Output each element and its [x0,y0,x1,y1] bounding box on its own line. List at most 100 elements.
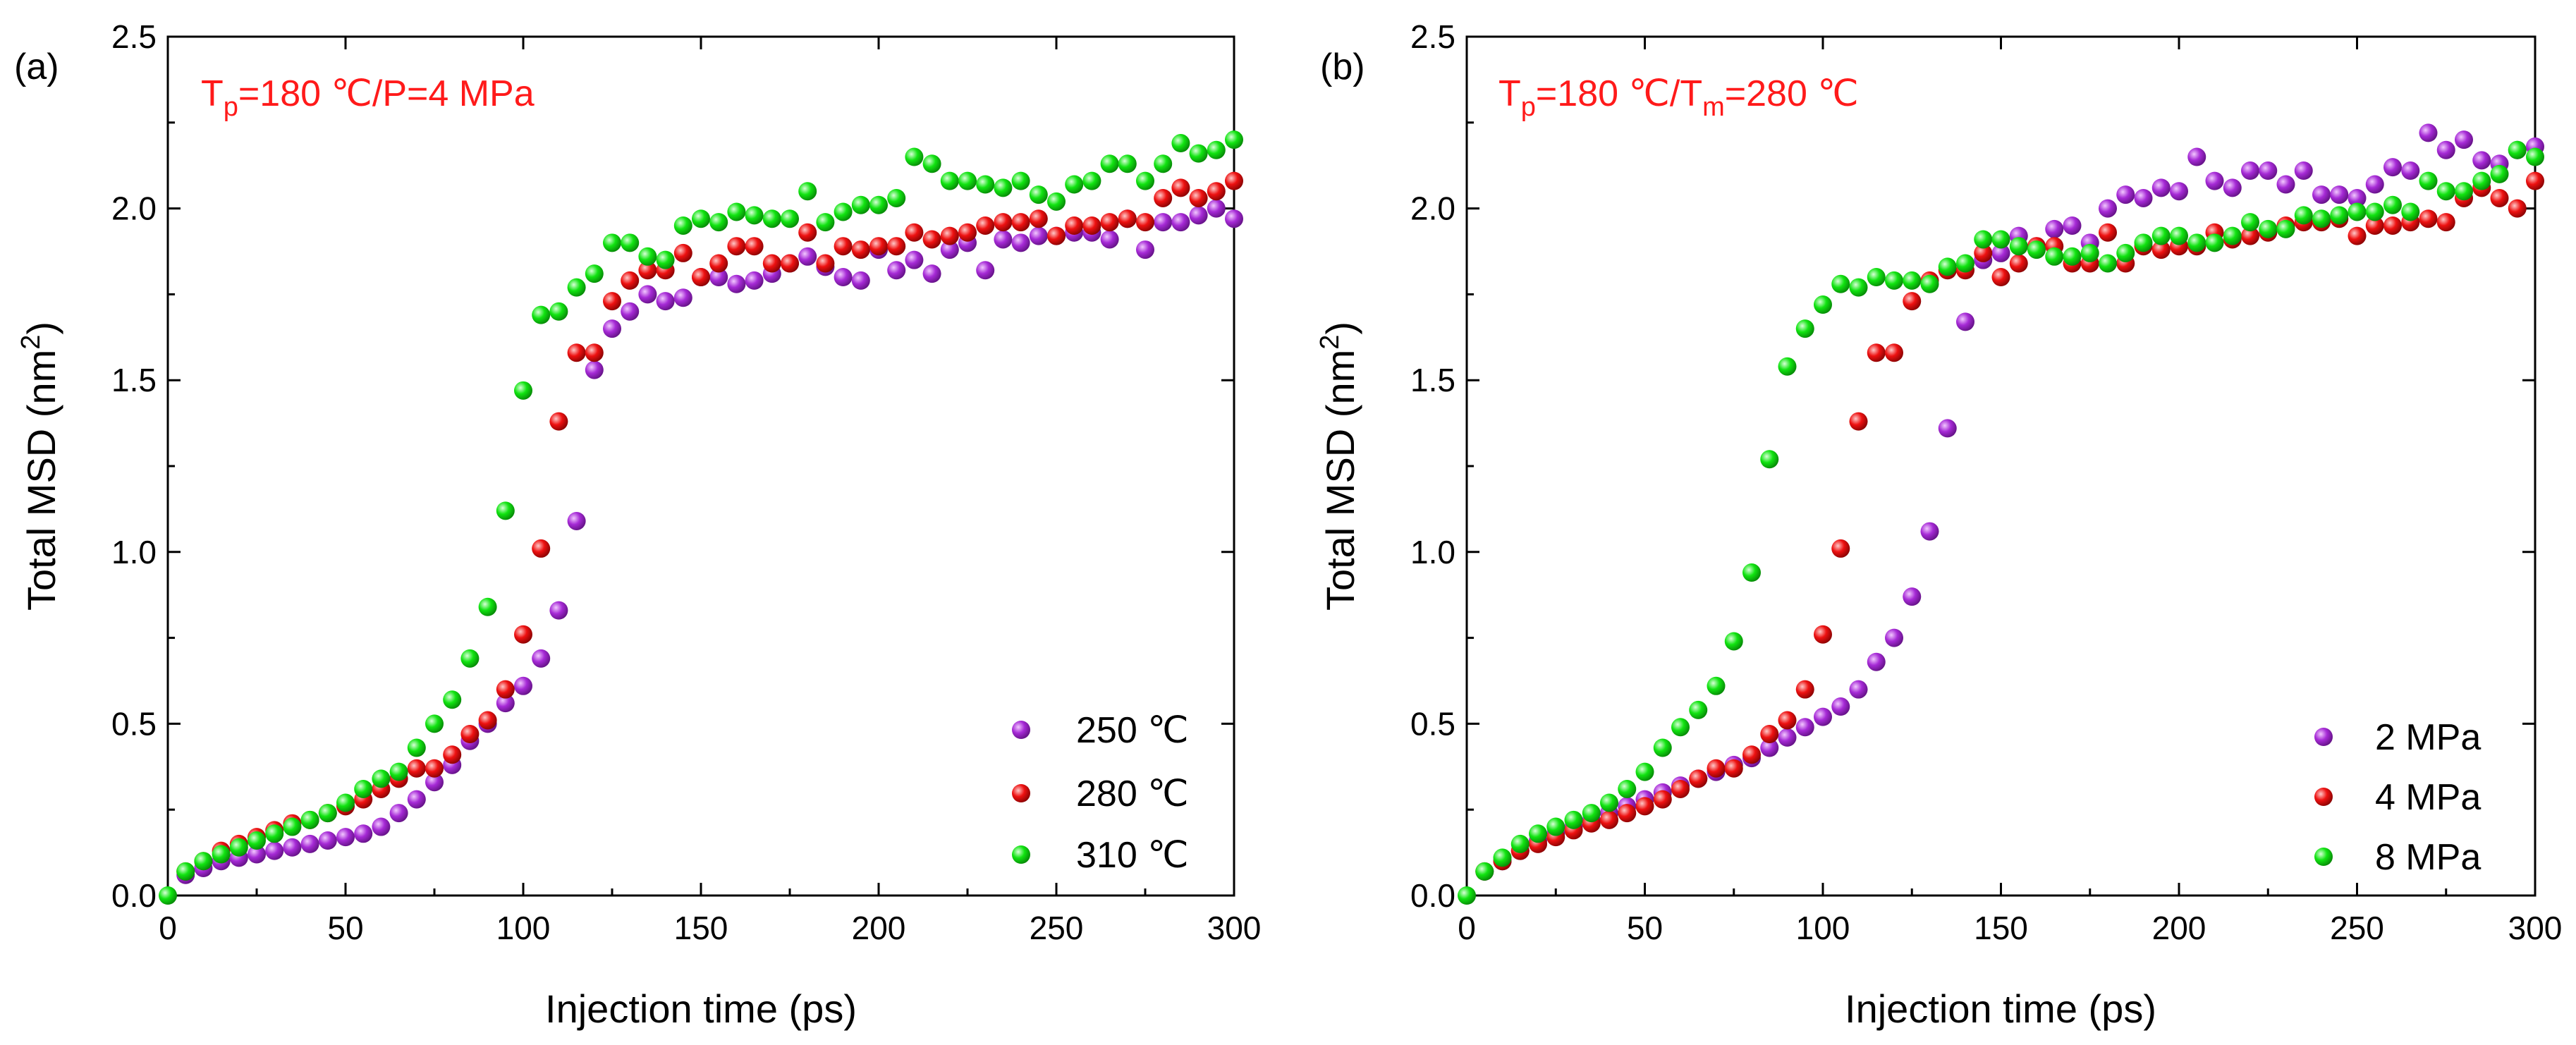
data-point-310-c [922,154,941,173]
data-point-8-mpa [2151,226,2171,245]
data-point-8-mpa [1546,817,1565,836]
data-point-310-c [940,171,959,190]
panel-label: (a) [14,47,59,87]
data-point-310-c [958,171,977,190]
data-point-2-mpa [2276,175,2295,194]
data-point-4-mpa [1689,769,1708,788]
data-point-250-c [673,288,692,307]
x-tick-label: 150 [1974,910,2028,946]
data-point-310-c [798,182,817,201]
data-point-4-mpa [1653,790,1672,809]
data-point-2-mpa [1831,697,1850,716]
data-point-280-c [834,237,853,256]
data-point-2-mpa [2365,175,2384,194]
data-point-250-c [994,230,1013,249]
data-point-2-mpa [2383,158,2402,177]
data-point-280-c [1189,188,1208,207]
data-point-2-mpa [2472,151,2491,170]
data-point-8-mpa [1760,450,1779,469]
data-point-310-c [478,597,497,616]
data-point-250-c [656,292,675,311]
data-point-4-mpa [1671,779,1690,798]
data-point-310-c [816,213,835,232]
data-point-250-c [1011,233,1030,252]
data-point-310-c [994,178,1013,197]
data-point-280-c [745,237,764,256]
data-point-310-c [1118,154,1137,173]
data-point-2-mpa [2116,185,2135,204]
data-point-8-mpa [1938,257,1957,276]
data-point-250-c [336,828,355,847]
data-point-250-c [318,831,337,850]
data-point-2-mpa [2419,123,2438,142]
data-point-250-c [300,834,319,853]
data-point-280-c [1011,213,1030,232]
legend-label-2mpa: 2 MPa [2375,717,2481,758]
data-point-8-mpa [1831,274,1850,293]
data-point-310-c [229,838,248,857]
data-point-2-mpa [2187,147,2206,166]
data-point-310-c [372,769,391,788]
data-point-2-mpa [1795,718,1814,737]
data-point-310-c [194,852,213,871]
data-point-280-c [407,759,426,778]
data-point-250-c [354,824,373,843]
data-point-310-c [496,501,515,520]
data-point-280-c [1065,216,1084,235]
data-point-4-mpa [1795,680,1814,699]
data-point-4-mpa [1760,725,1779,744]
data-point-2-mpa [2045,219,2064,238]
data-point-310-c [834,202,853,221]
data-point-310-c [585,264,604,283]
data-point-250-c [1100,230,1119,249]
legend-label-8mpa: 8 MPa [2375,837,2481,878]
data-point-4-mpa [1724,759,1743,778]
y-axis-title: Total MSD (nm2) [1315,322,1362,611]
x-tick-label: 300 [1207,910,1262,946]
data-point-250-c [248,845,266,864]
data-point-2-mpa [1778,728,1797,747]
data-point-8-mpa [2223,226,2242,245]
data-point-310-c [762,209,781,228]
data-point-8-mpa [2080,243,2099,262]
data-point-280-c [940,226,959,245]
data-point-310-c [318,804,337,823]
data-point-310-c [265,824,284,843]
x-tick-label: 200 [2152,910,2206,946]
data-point-250-c [834,268,853,287]
data-point-8-mpa [1991,230,2010,249]
data-point-310-c [851,195,870,214]
data-point-4-mpa [1778,711,1797,730]
data-point-280-c [549,412,568,431]
data-point-8-mpa [2009,237,2028,256]
data-point-4-mpa [1885,343,1903,362]
data-point-4-mpa [2383,216,2402,235]
data-point-8-mpa [1920,274,1939,293]
data-point-280-c [638,261,657,280]
data-point-280-c [425,759,444,778]
data-point-310-c [514,381,532,400]
data-point-8-mpa [1510,834,1530,853]
data-point-280-c [1171,178,1190,197]
data-point-8-mpa [1671,718,1690,737]
y-tick-label: 2.5 [111,18,157,55]
y-tick-label: 2.0 [111,190,157,227]
data-point-280-c [496,680,515,699]
data-point-2-mpa [2455,130,2473,149]
data-point-4-mpa [1974,243,1993,262]
data-point-310-c [1189,144,1208,163]
data-point-4-mpa [2241,226,2259,245]
data-point-250-c [514,676,532,695]
data-point-8-mpa [2241,213,2259,232]
x-tick-label: 0 [1458,910,1476,946]
data-point-250-c [567,511,586,530]
data-point-280-c [532,539,551,558]
annotation-text: Tp=180 ℃/Tm=280 ℃ [1498,73,1859,122]
data-point-280-c [762,254,781,273]
data-point-4-mpa [2009,254,2028,273]
y-tick-label: 1.5 [111,362,157,398]
data-point-8-mpa [2401,202,2420,221]
data-point-310-c [354,779,373,798]
data-point-250-c [372,817,391,836]
data-point-8-mpa [1493,848,1512,867]
